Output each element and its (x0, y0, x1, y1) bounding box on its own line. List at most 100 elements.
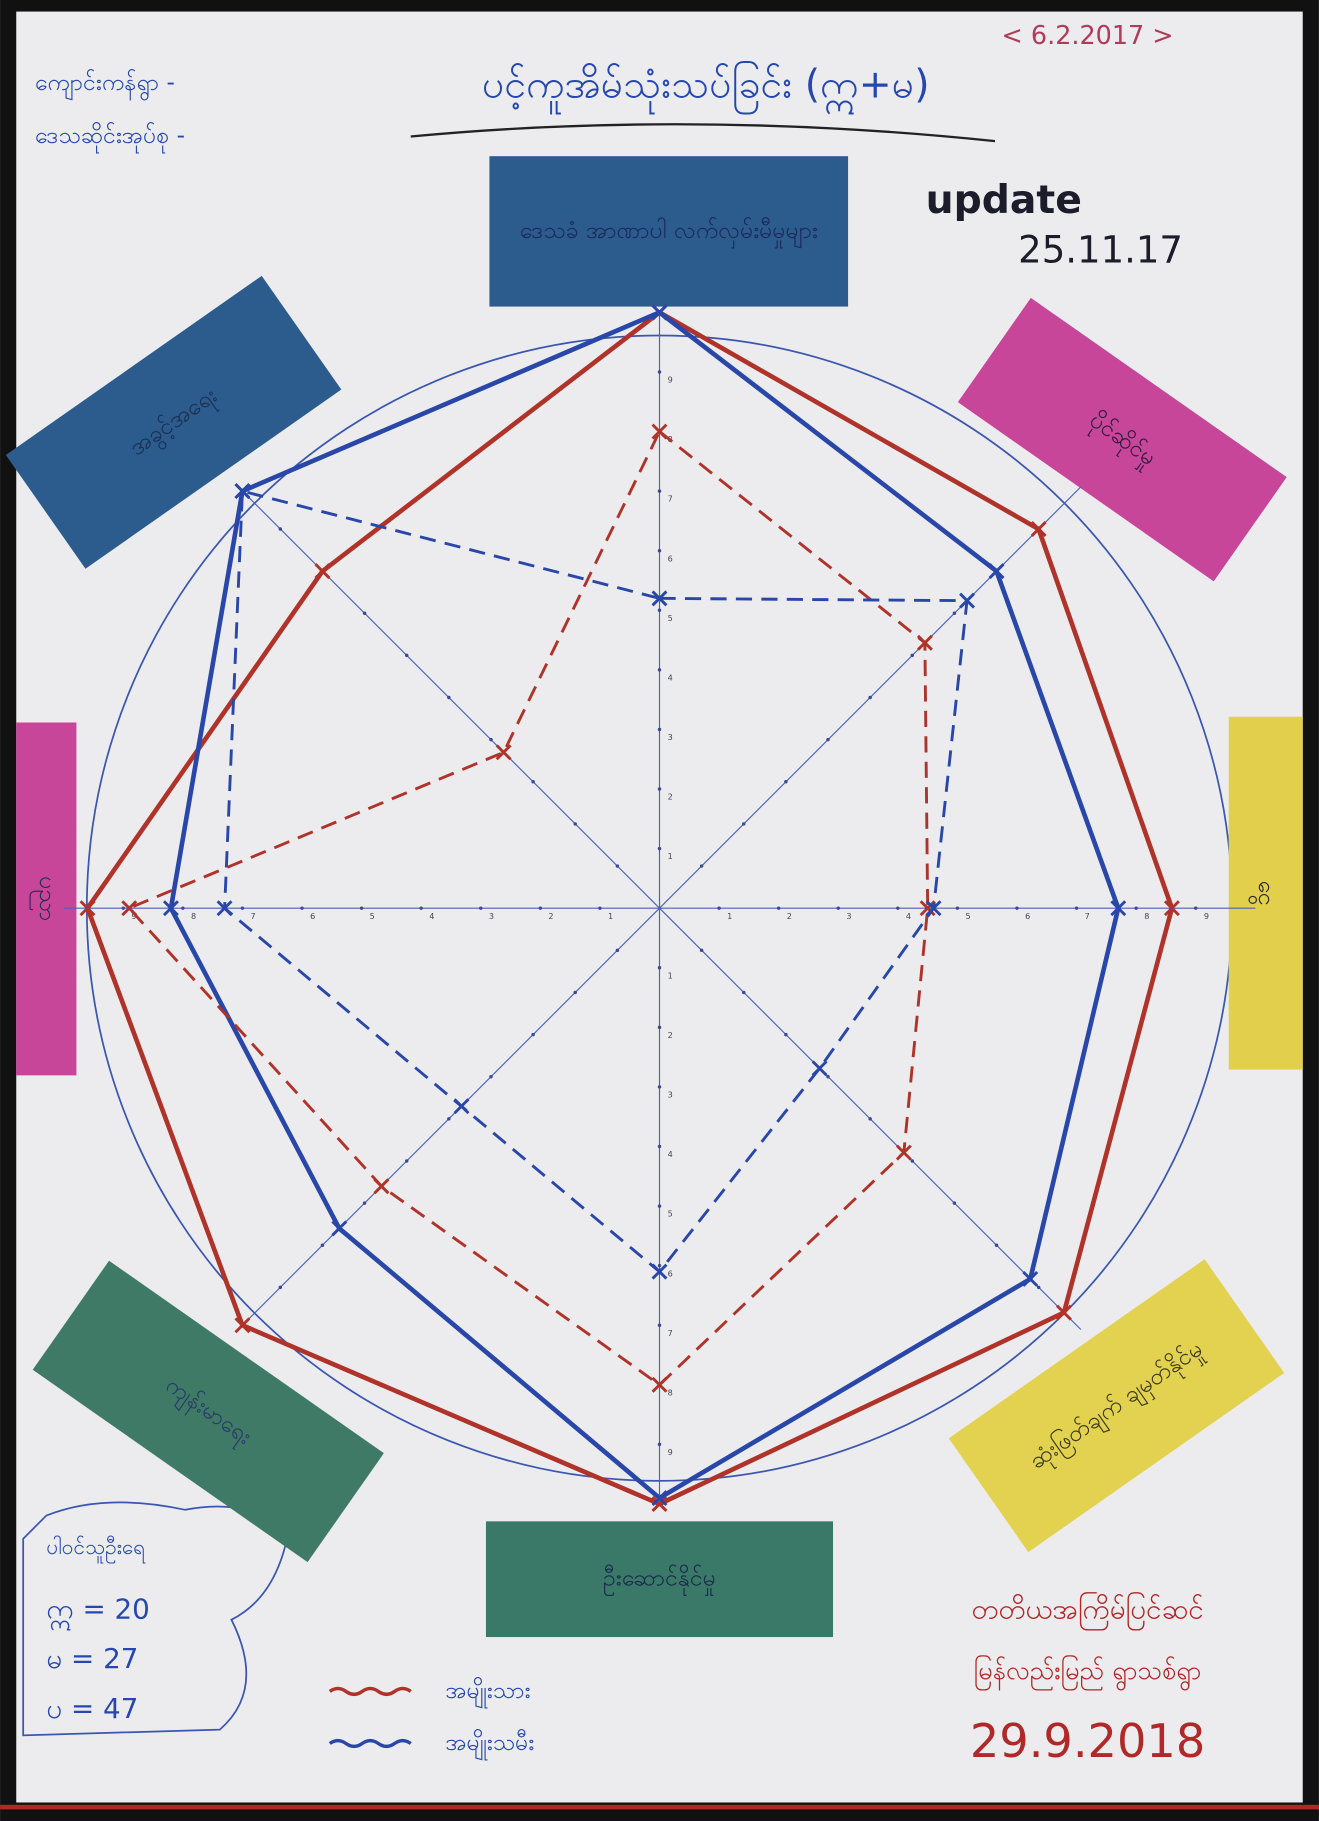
footer-text: မြန်လည်းမြည် ရွာသစ်ရွာ (974, 1653, 1201, 1691)
vertex-mark (453, 1098, 470, 1115)
tick-label: 9 (668, 375, 673, 385)
tick-mark (1134, 906, 1138, 910)
tick-label: 5 (966, 911, 971, 921)
tick-mark (868, 1117, 872, 1121)
tick-mark (657, 548, 662, 553)
tick-mark (910, 653, 915, 658)
tick-mark (952, 1201, 957, 1205)
tick-label: 7 (668, 494, 673, 504)
tick-mark (362, 1201, 367, 1205)
vertex-mark (1110, 900, 1127, 917)
tick-mark (868, 695, 872, 700)
tick-mark (657, 608, 662, 613)
tick-mark (784, 780, 788, 784)
tick-mark (531, 1032, 535, 1037)
tick-mark (896, 906, 900, 910)
vertex-mark (919, 900, 936, 917)
tick-mark (573, 822, 577, 826)
tick-mark (657, 370, 662, 374)
tick-mark (615, 948, 620, 953)
tick-label: 2 (787, 911, 792, 921)
tick-label: 3 (668, 732, 673, 742)
tick-mark (300, 906, 304, 910)
tick-label: 4 (668, 1149, 673, 1159)
tick-mark (531, 780, 535, 784)
vertex-mark (234, 483, 251, 500)
tick-mark (121, 906, 126, 910)
tick-mark (994, 1243, 999, 1247)
tick-mark (657, 1204, 662, 1208)
tick-mark (784, 1032, 788, 1037)
tick-mark (573, 990, 577, 995)
tick-mark (359, 906, 364, 910)
vertex-mark (1055, 1304, 1072, 1321)
tick-mark (240, 906, 245, 910)
vertex-mark (495, 744, 512, 761)
vertex-mark (651, 423, 668, 440)
tick-mark (489, 1074, 493, 1079)
update-label: update (926, 177, 1082, 223)
tick-mark (699, 948, 704, 953)
tick-mark (1193, 906, 1198, 910)
vertex-mark (216, 900, 233, 917)
tick-label: 8 (668, 1387, 673, 1397)
tick-mark (657, 1025, 662, 1030)
category-label: ဦးဆောင်နိုင်မှု (603, 1566, 716, 1596)
tick-mark (538, 906, 543, 910)
category-note (32, 1260, 384, 1563)
tick-label: 6 (668, 553, 673, 563)
tick-mark (447, 695, 451, 700)
tick-mark (657, 1263, 662, 1268)
tick-mark (447, 1117, 451, 1121)
footer-text: 29.9.2018 (970, 1714, 1205, 1768)
vertex-mark (651, 1376, 668, 1393)
tick-mark (615, 864, 620, 868)
tick-mark (657, 489, 662, 493)
tick-mark (657, 1442, 662, 1447)
tick-label: 3 (489, 911, 494, 921)
series-line (127, 430, 930, 1387)
tick-mark (1074, 906, 1079, 910)
tick-mark (404, 653, 409, 658)
tick-label: 9 (131, 911, 136, 921)
tick-mark (181, 906, 185, 910)
tick-label: 1 (608, 911, 613, 921)
date-original: < 6.2.2017 > (1002, 21, 1174, 51)
tick-mark (1015, 906, 1019, 910)
tick-mark (657, 727, 662, 732)
participants-row: မ = 27 (46, 1642, 138, 1675)
tick-label: 9 (668, 1447, 673, 1457)
vertex-mark (895, 1144, 912, 1161)
title: ပင့်ကူအိမ်သုံးသပ်ခြင်း (ဣ+မ) (482, 60, 930, 116)
tick-label: 7 (251, 911, 256, 921)
tick-mark (489, 737, 493, 742)
vertex-mark (1030, 521, 1047, 537)
tick-mark (657, 1323, 662, 1327)
category-label: ငွေ (1248, 880, 1279, 905)
tick-label: 3 (846, 911, 851, 921)
legend-label: အမျိုးသမီး (445, 1730, 534, 1761)
tick-mark (826, 737, 830, 742)
vertex-mark (373, 1178, 390, 1195)
vertex-mark (1022, 1270, 1039, 1287)
tick-mark (419, 906, 423, 910)
tick-mark (404, 1159, 409, 1163)
vertex-mark (916, 634, 933, 651)
vertex-mark (79, 900, 96, 917)
tick-mark (278, 1285, 283, 1290)
tick-mark (836, 906, 840, 910)
tick-label: 4 (668, 672, 673, 682)
tick-mark (699, 864, 704, 868)
vertex-mark (651, 304, 668, 321)
vertex-mark (121, 900, 138, 917)
category-note (16, 722, 77, 1076)
category-note (1228, 716, 1303, 1070)
tick-mark (717, 906, 721, 910)
tick-mark (910, 1159, 915, 1163)
category-note (485, 1521, 834, 1638)
category-note (5, 275, 342, 569)
village: ကျောင်းကန်ရွာ - (35, 70, 175, 101)
tick-mark (776, 906, 781, 910)
vertex-mark (811, 1060, 828, 1077)
